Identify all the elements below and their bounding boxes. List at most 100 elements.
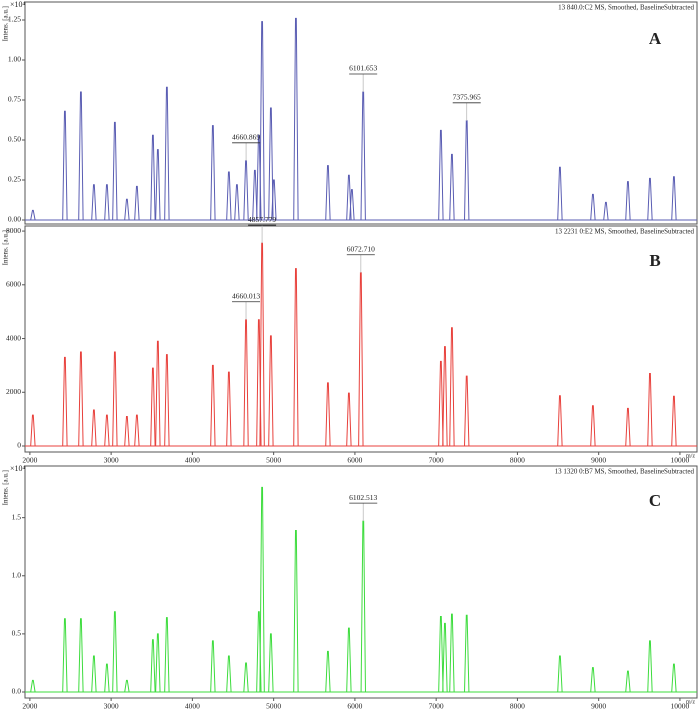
panel-frame — [24, 1, 698, 225]
peak — [30, 679, 36, 693]
y-tick-label: 1.5 — [12, 512, 22, 521]
peak — [259, 242, 265, 447]
annotation-label: 7375.965 — [453, 93, 481, 102]
peak — [78, 351, 84, 447]
peak — [112, 611, 118, 693]
y-tick-label: 0.0 — [12, 687, 22, 696]
peak — [438, 129, 444, 221]
peak — [243, 319, 249, 447]
peak — [268, 335, 274, 447]
panel-label: C — [649, 491, 661, 510]
peak — [557, 655, 563, 693]
x-tick-label: 2000 — [22, 702, 37, 711]
peak — [104, 663, 110, 693]
peak — [268, 107, 274, 221]
peak — [625, 670, 631, 693]
x-tick-label: 7000 — [429, 702, 444, 711]
peak — [590, 193, 596, 221]
x-tick-label: 8000 — [510, 702, 525, 711]
peak — [62, 110, 68, 221]
y-axis-label: Intens. [a.u.] — [2, 230, 10, 265]
scale-label: ×10⁴ — [10, 0, 26, 9]
y-tick-label: 0.50 — [8, 135, 21, 144]
peak — [358, 272, 364, 447]
panel-label: B — [649, 251, 660, 270]
panel-header: 13 840.0:C2 MS, Smoothed, BaselineSubtra… — [558, 4, 694, 12]
peak — [155, 633, 161, 693]
peak — [271, 179, 277, 221]
x-tick-label: 7000 — [429, 456, 444, 465]
peak — [91, 409, 97, 447]
peak — [252, 169, 258, 221]
peak — [91, 655, 97, 693]
peak — [30, 414, 36, 447]
peak — [210, 364, 216, 447]
panel-header: 13 2231 0:E2 MS, Smoothed, BaselineSubtr… — [555, 228, 695, 236]
x-tick-label: 10000 — [671, 456, 690, 465]
peak — [134, 414, 140, 447]
peak — [112, 121, 118, 221]
scale-label: ×10⁴ — [10, 464, 26, 473]
peak — [259, 21, 265, 221]
peak — [124, 198, 130, 221]
peak — [671, 663, 677, 693]
x-tick-label: 9000 — [591, 456, 606, 465]
y-tick-label: 2000 — [6, 387, 21, 396]
peak — [226, 655, 232, 693]
peak — [155, 340, 161, 447]
x-tick-label: 2000 — [22, 456, 37, 465]
peak — [164, 354, 170, 447]
peak — [134, 185, 140, 221]
y-tick-label: 4000 — [6, 333, 21, 342]
peak — [438, 615, 444, 693]
peak — [293, 17, 299, 221]
peak — [259, 486, 265, 693]
y-tick-label: 0 — [17, 441, 21, 450]
x-tick-label: 5000 — [266, 702, 281, 711]
peak — [268, 633, 274, 693]
peak — [438, 360, 444, 447]
x-tick-label: 8000 — [510, 456, 525, 465]
x-tick-label: 10000 — [671, 702, 690, 711]
peak — [325, 650, 331, 693]
panel-header: 13 1320 0:B7 MS, Smoothed, BaselineSubtr… — [555, 468, 695, 476]
y-tick-label: 0.00 — [8, 215, 21, 224]
peak — [647, 640, 653, 693]
peak — [243, 160, 249, 221]
peak — [346, 174, 352, 221]
x-tick-label: 9000 — [591, 702, 606, 711]
peak — [210, 125, 216, 221]
peak — [234, 184, 240, 221]
annotation-label: 6072.710 — [347, 244, 375, 253]
peak — [625, 181, 631, 221]
peak — [449, 613, 455, 693]
peak — [449, 327, 455, 447]
peak — [325, 382, 331, 447]
panel-frame — [24, 465, 698, 699]
peak — [590, 667, 596, 693]
x-axis-label: m/z — [686, 699, 695, 705]
x-tick-label: 3000 — [104, 702, 119, 711]
y-tick-label: 8000 — [6, 226, 21, 235]
peak — [557, 166, 563, 221]
x-tick-label: 5000 — [266, 456, 281, 465]
y-axis-label: Intens. [a.u.] — [2, 470, 10, 505]
peak — [464, 375, 470, 447]
annotation-label: 4660.869 — [232, 133, 260, 142]
peak — [150, 134, 156, 221]
peak — [325, 165, 331, 221]
peak — [293, 268, 299, 447]
peak — [124, 679, 130, 693]
x-tick-label: 6000 — [347, 702, 362, 711]
x-tick-label: 3000 — [104, 456, 119, 465]
peak — [293, 529, 299, 693]
y-tick-label: 6000 — [6, 280, 21, 289]
y-tick-label: 0.5 — [12, 629, 22, 638]
y-tick-label: 0.75 — [8, 95, 21, 104]
peak — [671, 176, 677, 221]
peak — [150, 639, 156, 693]
peak — [464, 120, 470, 221]
peak — [346, 627, 352, 693]
